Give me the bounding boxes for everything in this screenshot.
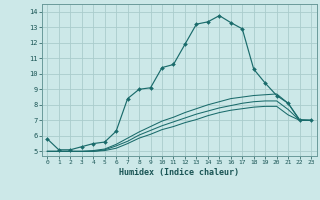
X-axis label: Humidex (Indice chaleur): Humidex (Indice chaleur) bbox=[119, 168, 239, 177]
